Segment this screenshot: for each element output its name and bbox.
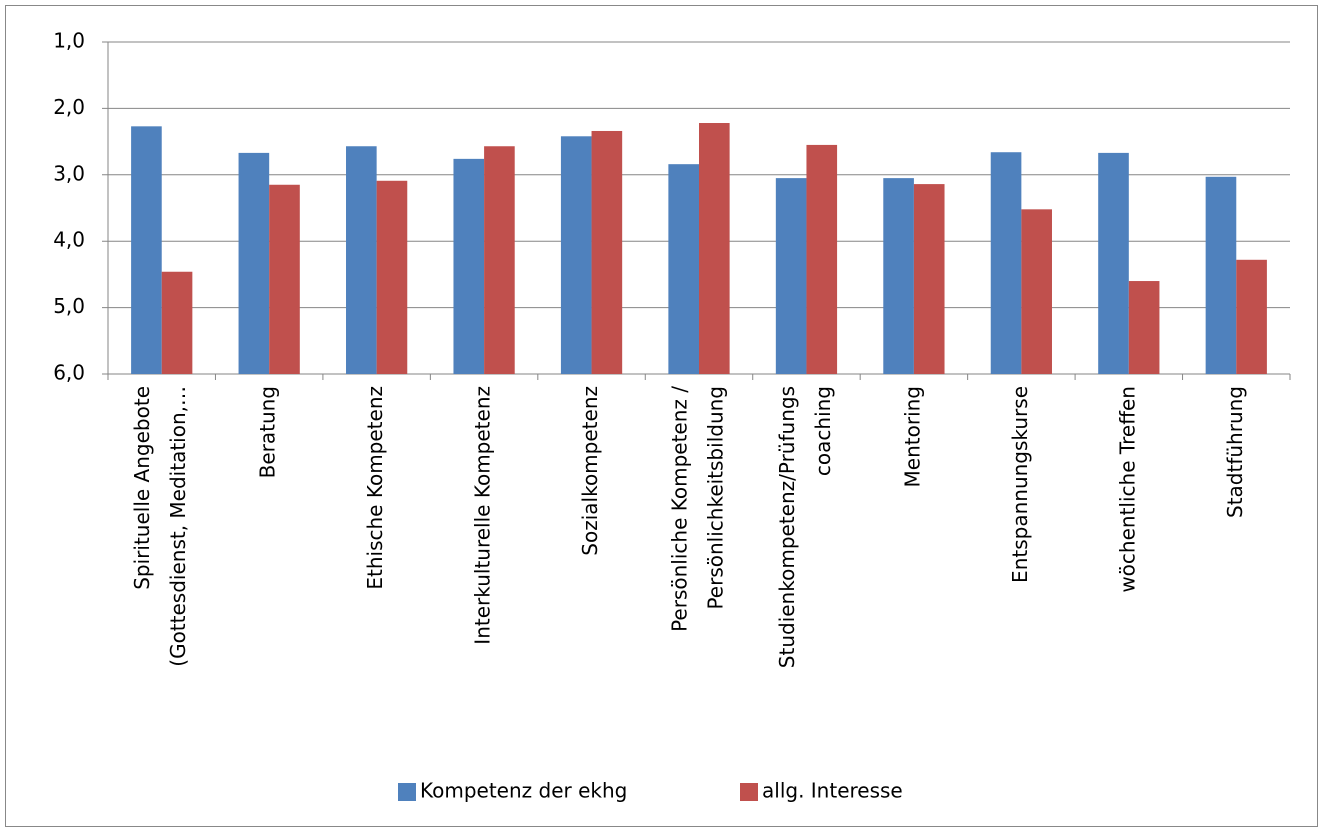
- x-tick-label: Spirituelle Angebote: [130, 386, 154, 590]
- bar: [591, 130, 623, 374]
- x-tick-label: Sozialkompetenz: [578, 386, 602, 556]
- chart-border: [5, 5, 1318, 827]
- bar: [560, 136, 592, 374]
- bar: [699, 123, 730, 375]
- x-tick-label: (Gottesdienst, Meditation,…: [166, 386, 190, 667]
- bar: [453, 158, 485, 374]
- bar: [161, 271, 193, 374]
- bar: [990, 152, 1022, 374]
- y-tick-label: 3,0: [53, 161, 85, 185]
- x-tick-label: wöchentliche Treffen: [1115, 386, 1139, 593]
- bar: [1205, 176, 1237, 374]
- y-tick-label: 5,0: [53, 294, 85, 318]
- x-tick-label: Persönliche Kompetenz /: [668, 386, 692, 632]
- bar: [376, 180, 408, 374]
- bar: [1236, 259, 1267, 374]
- x-tick-label: Beratung: [256, 386, 280, 478]
- x-tick-label: Persönlichkeitsbildung: [704, 386, 728, 610]
- y-tick-label: 4,0: [53, 228, 85, 252]
- x-tick-label: Studienkompetenz/Prüfungs: [775, 386, 799, 668]
- x-tick-label: Entspannungskurse: [1008, 386, 1032, 583]
- legend-swatch: [740, 783, 758, 801]
- bar: [883, 178, 914, 374]
- bar: [806, 144, 838, 374]
- bar: [775, 178, 807, 374]
- bar: [238, 152, 270, 374]
- bar: [1021, 209, 1052, 374]
- bar: [269, 184, 300, 374]
- x-tick-label: Mentoring: [900, 386, 924, 487]
- legend-swatch: [398, 783, 416, 801]
- x-tick-label: Ethische Kompetenz: [363, 386, 387, 590]
- x-tick-label: Stadtführung: [1223, 386, 1247, 518]
- y-tick-label: 2,0: [53, 95, 85, 119]
- bar: [668, 164, 699, 374]
- bar: [1128, 281, 1160, 374]
- legend-label: Kompetenz der ekhg: [420, 779, 627, 803]
- legend-label: allg. Interesse: [762, 779, 903, 803]
- x-tick-label: coaching: [811, 386, 835, 476]
- bar: [1098, 152, 1129, 374]
- bar: [913, 184, 945, 374]
- y-tick-label: 1,0: [53, 29, 85, 53]
- x-tick-label: Interkulturelle Kompetenz: [471, 386, 495, 645]
- y-tick-label: 6,0: [53, 361, 85, 385]
- bar: [484, 146, 515, 374]
- bar: [346, 146, 377, 374]
- bar: [131, 126, 162, 374]
